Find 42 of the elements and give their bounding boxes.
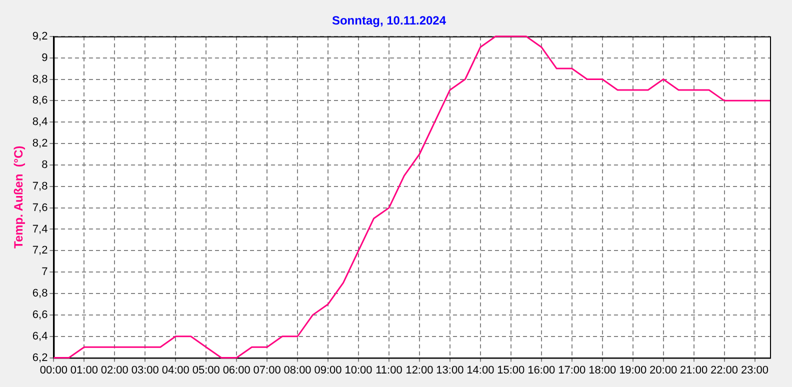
x-tick-label: 08:00 <box>284 364 312 376</box>
x-tick-label: 15:00 <box>497 364 525 376</box>
x-tick-label: 23:00 <box>740 364 769 376</box>
y-tick-label: 9 <box>42 52 48 64</box>
x-tick-label: 16:00 <box>528 364 556 376</box>
x-tick-label: 10:00 <box>344 364 372 376</box>
x-tick-label: 21:00 <box>680 364 708 376</box>
x-tick-label: 13:00 <box>436 364 464 376</box>
y-axis-title: Temp. Außen (°C) <box>12 146 26 248</box>
x-tick-label: 17:00 <box>558 364 586 376</box>
x-tick-label: 00:00 <box>40 364 68 376</box>
x-tick-label: 22:00 <box>710 364 738 376</box>
x-tick-label: 11:00 <box>376 364 402 376</box>
x-tick-label: 02:00 <box>100 364 128 376</box>
y-tick-label: 6,8 <box>32 288 48 300</box>
x-tick-label: 19:00 <box>619 364 647 376</box>
y-tick-label: 7,2 <box>32 244 48 257</box>
y-tick-label: 8 <box>42 158 48 171</box>
x-tick-label: 01:00 <box>70 364 98 376</box>
chart-title: Sonntag, 10.11.2024 <box>332 14 446 28</box>
x-tick-label: 06:00 <box>222 364 250 376</box>
y-tick-label: 8,2 <box>32 138 48 150</box>
y-tick-label: 8,8 <box>32 73 48 86</box>
y-tick-label: 8,4 <box>32 116 48 128</box>
x-tick-label: 09:00 <box>314 364 342 376</box>
y-tick-label: 8,6 <box>32 94 48 107</box>
x-tick-label: 07:00 <box>253 364 281 376</box>
x-tick-label: 14:00 <box>466 364 494 376</box>
x-tick-label: 12:00 <box>406 364 434 376</box>
x-tick-label: 03:00 <box>131 364 159 376</box>
y-tick-label: 6,2 <box>32 352 48 364</box>
x-tick-label: 20:00 <box>650 364 678 376</box>
y-tick-label: 7,4 <box>32 223 48 236</box>
y-tick-label: 9,2 <box>32 30 48 42</box>
x-tick-label: 18:00 <box>588 364 616 376</box>
x-tick-label: 05:00 <box>192 364 220 376</box>
y-tick-label: 7,6 <box>32 202 48 214</box>
y-tick-label: 7 <box>42 266 48 278</box>
x-tick-label: 04:00 <box>162 364 190 376</box>
y-tick-label: 6,6 <box>32 308 48 321</box>
y-tick-label: 7,8 <box>32 180 48 192</box>
y-tick-label: 6,4 <box>32 330 48 342</box>
